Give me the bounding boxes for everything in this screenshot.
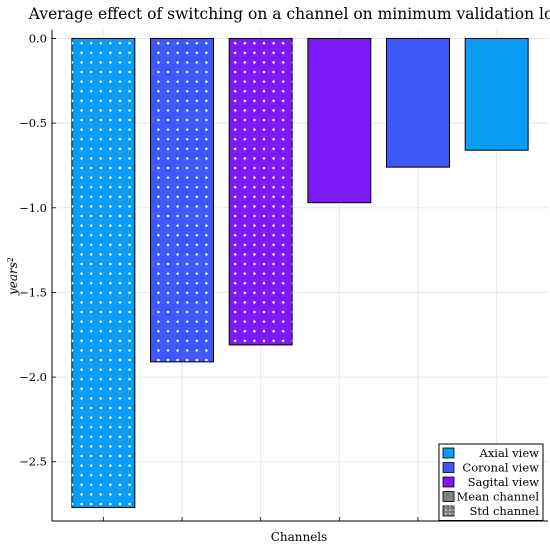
- x-axis-label: Channels: [271, 530, 328, 544]
- bar: [307, 37, 372, 204]
- y-tick-label: −1.5: [19, 285, 47, 299]
- bar-dot-overlay: [150, 38, 214, 362]
- y-axis-label-exponent: 2: [6, 257, 15, 262]
- y-tick-label: −0.5: [19, 116, 47, 130]
- legend-swatch-dots: [443, 506, 454, 516]
- y-axis-label: years2: [6, 257, 21, 296]
- legend-swatch: [442, 462, 455, 473]
- legend-swatch: [442, 447, 455, 459]
- bar: [386, 37, 450, 168]
- y-tick-label: −1.0: [19, 201, 47, 215]
- legend-box: [438, 443, 544, 521]
- legend-label: Coronal view: [462, 461, 539, 475]
- legend-label: Std channel: [469, 504, 539, 518]
- legend-label: Mean channel: [457, 490, 540, 504]
- chart-title: Average effect of switching on a channel…: [28, 5, 550, 23]
- bar-dot-overlay: [229, 38, 293, 345]
- bars: [71, 37, 529, 521]
- bar-dot-overlay: [71, 38, 135, 508]
- y-tick-label: −2.0: [19, 370, 47, 384]
- legend-label: Axial view: [479, 446, 540, 460]
- legend-swatch: [442, 491, 455, 502]
- y-tick-label: 0.0: [29, 31, 47, 45]
- y-ticks: 0.0 −0.5 −1.0 −1.5 −2.0 −2.5: [19, 31, 56, 469]
- legend-swatch: [442, 476, 455, 488]
- legend-label: Sagital view: [468, 475, 540, 489]
- y-tick-label: −2.5: [19, 455, 47, 469]
- bar: [464, 37, 529, 151]
